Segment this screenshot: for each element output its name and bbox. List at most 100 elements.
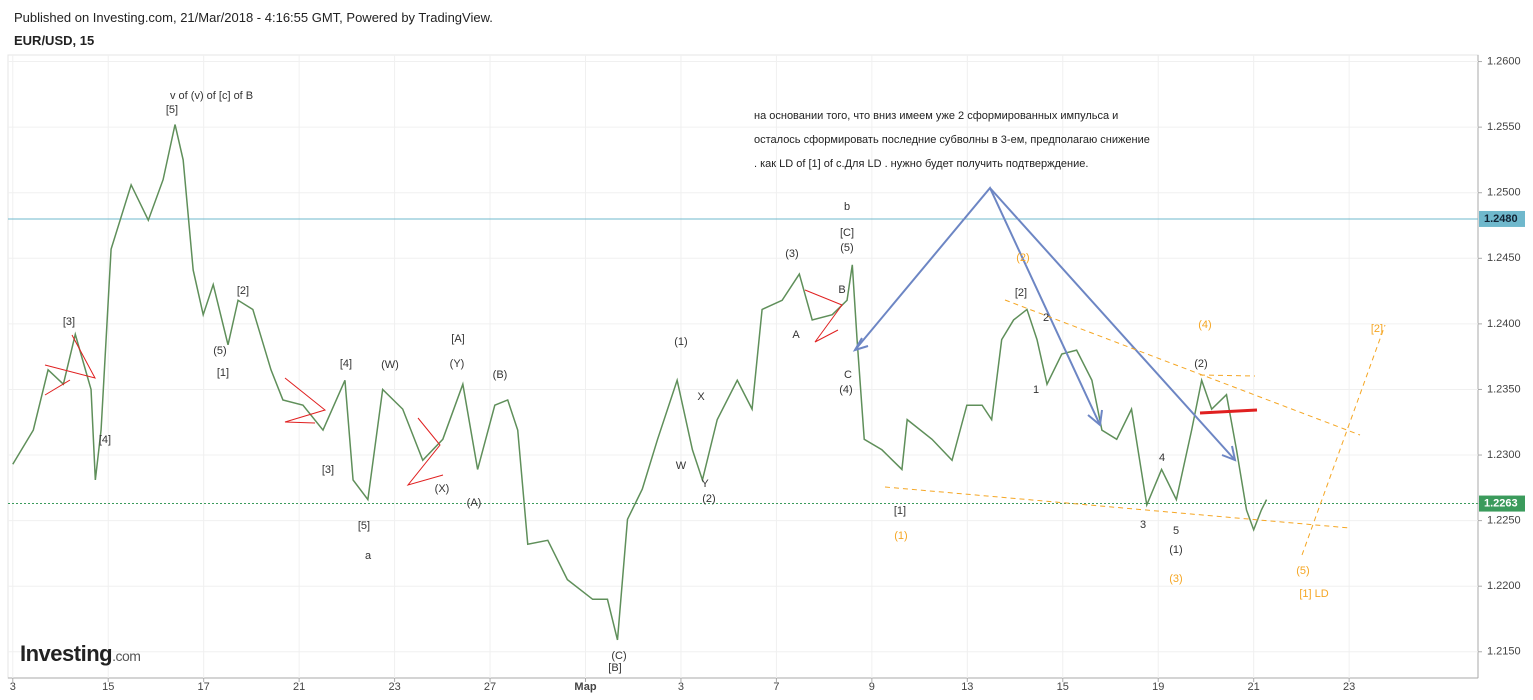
x-tick-label: 21 xyxy=(1248,681,1260,693)
wave-label: (5) xyxy=(1296,565,1309,577)
y-tick-label: 1.2300 xyxy=(1487,449,1521,461)
price-tag xyxy=(1479,210,1525,227)
x-tick-label: 27 xyxy=(484,681,496,693)
x-tick-label: 3 xyxy=(678,681,684,693)
wave-label: (W) xyxy=(381,359,399,371)
wave-label: [1] LD xyxy=(1299,588,1328,600)
y-tick-label: 1.2350 xyxy=(1487,383,1521,395)
wave-label: [2] xyxy=(1015,287,1027,299)
y-tick-label: 1.2150 xyxy=(1487,646,1521,658)
wave-label: [3] xyxy=(322,464,334,476)
triangle xyxy=(44,334,96,379)
wave-label: (A) xyxy=(467,497,482,509)
wave-label: (Y) xyxy=(450,358,465,370)
y-tick-label: 1.2250 xyxy=(1487,515,1521,527)
comment: осталось сформировать последние субволны… xyxy=(754,134,1150,146)
y-tick-label: 1.2450 xyxy=(1487,252,1521,264)
price-tag xyxy=(1479,495,1525,512)
wave-label: B xyxy=(838,284,845,296)
triangle xyxy=(284,377,327,424)
wave-label: (1) xyxy=(894,530,907,542)
wave-label: (X) xyxy=(435,483,450,495)
wave-label: C xyxy=(844,369,852,381)
arrow xyxy=(989,187,1236,461)
comment: на основании того, что вниз имеем уже 2 … xyxy=(754,110,1118,122)
wave-label: (C) xyxy=(611,650,626,662)
wave-label: v of (v) of [c] of B xyxy=(170,90,253,102)
arrow-head xyxy=(1221,445,1237,462)
x-tick-label: 3 xyxy=(10,681,16,693)
wave-label: [4] xyxy=(340,358,352,370)
x-tick-label: 7 xyxy=(773,681,779,693)
x-tick-label: Мар xyxy=(574,681,596,693)
wave-label: X xyxy=(697,391,705,403)
price-line-series xyxy=(12,124,1268,641)
wave-label: (5) xyxy=(840,242,853,254)
x-tick-label: 9 xyxy=(869,681,875,693)
y-tick-label: 1.2550 xyxy=(1487,121,1521,133)
drawings xyxy=(44,186,1386,556)
symbol: EUR/USD, 15 xyxy=(14,33,95,48)
wave-label: (2) xyxy=(1194,358,1207,370)
x-tick-label: 21 xyxy=(293,681,305,693)
trend-line xyxy=(1199,374,1256,377)
x-tick-label: 17 xyxy=(198,681,210,693)
triangle xyxy=(804,289,843,343)
comment: . как LD of [1] of с.Для LD . нужно буде… xyxy=(754,158,1088,170)
wave-label: b xyxy=(844,201,850,213)
wave-label: A xyxy=(792,329,800,341)
wave-label: (B) xyxy=(493,369,508,381)
wave-label: [4] xyxy=(99,434,111,446)
x-tick-label: 15 xyxy=(102,681,114,693)
wave-label: [1] xyxy=(217,367,229,379)
price-tag-label: 1.2480 xyxy=(1484,213,1518,225)
wave-label: (2) xyxy=(1016,252,1029,264)
price-tag-label: 1.2263 xyxy=(1484,497,1518,509)
wave-label: [C] xyxy=(840,227,854,239)
wave-label: [2] xyxy=(1371,323,1383,335)
wave-label: [A] xyxy=(451,333,464,345)
published-note: Published on Investing.com, 21/Mar/2018 … xyxy=(14,10,493,25)
logo-suffix: .com xyxy=(112,648,141,664)
wave-label: [3] xyxy=(63,316,75,328)
triangle xyxy=(44,379,71,396)
y-tick-label: 1.2600 xyxy=(1487,55,1521,67)
wave-label: 2 xyxy=(1043,312,1049,324)
wave-label: Y xyxy=(701,478,709,490)
wave-label: (2) xyxy=(702,493,715,505)
triangle xyxy=(406,417,444,486)
wave-label: a xyxy=(365,550,372,562)
x-tick-label: 19 xyxy=(1152,681,1164,693)
trend-line xyxy=(884,486,1351,529)
x-tick-label: 15 xyxy=(1057,681,1069,693)
wave-label: 1 xyxy=(1033,384,1039,396)
wave-label: (1) xyxy=(674,336,687,348)
wave-label: (3) xyxy=(1169,573,1182,585)
wave-label: (3) xyxy=(785,248,798,260)
x-tick-label: 13 xyxy=(961,681,973,693)
wave-label: [5] xyxy=(166,104,178,116)
y-tick-label: 1.2400 xyxy=(1487,318,1521,330)
level-mark xyxy=(1199,408,1258,415)
wave-label: [B] xyxy=(608,662,621,674)
wave-label: (5) xyxy=(213,345,226,357)
wave-label: [5] xyxy=(358,520,370,532)
logo: Investing.com xyxy=(20,641,141,667)
arrow-head xyxy=(852,337,869,352)
x-tick-label: 23 xyxy=(388,681,400,693)
wave-label: 4 xyxy=(1159,452,1165,464)
wave-label: [1] xyxy=(894,505,906,517)
arrow-head xyxy=(1087,409,1103,427)
wave-label: (4) xyxy=(1198,319,1211,331)
wave-label: W xyxy=(676,460,687,472)
x-tick-label: 23 xyxy=(1343,681,1355,693)
trend-line xyxy=(1004,299,1361,436)
wave-label: (1) xyxy=(1169,544,1182,556)
wave-label: 5 xyxy=(1173,525,1179,537)
wave-label: 3 xyxy=(1140,519,1146,531)
y-tick-label: 1.2500 xyxy=(1487,187,1521,199)
wave-label: [2] xyxy=(237,285,249,297)
wave-label: (4) xyxy=(839,384,852,396)
